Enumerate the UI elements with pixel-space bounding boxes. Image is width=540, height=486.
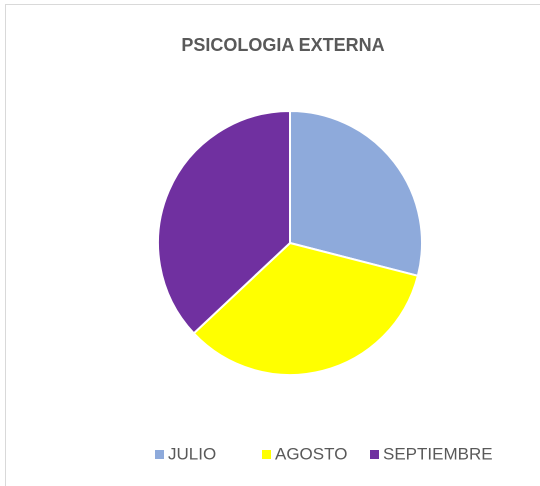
legend-swatch <box>370 450 379 459</box>
pie-slice <box>192 241 420 376</box>
pie-slice <box>157 109 291 335</box>
legend-label: SEPTIEMBRE <box>383 444 493 463</box>
pie-slice <box>289 109 423 278</box>
legend-swatch <box>262 450 271 459</box>
legend-label: JULIO <box>168 444 216 463</box>
legend-swatch <box>155 450 164 459</box>
legend-label: AGOSTO <box>275 444 347 463</box>
chart-title: PSICOLOGIA EXTERNA <box>181 35 384 55</box>
